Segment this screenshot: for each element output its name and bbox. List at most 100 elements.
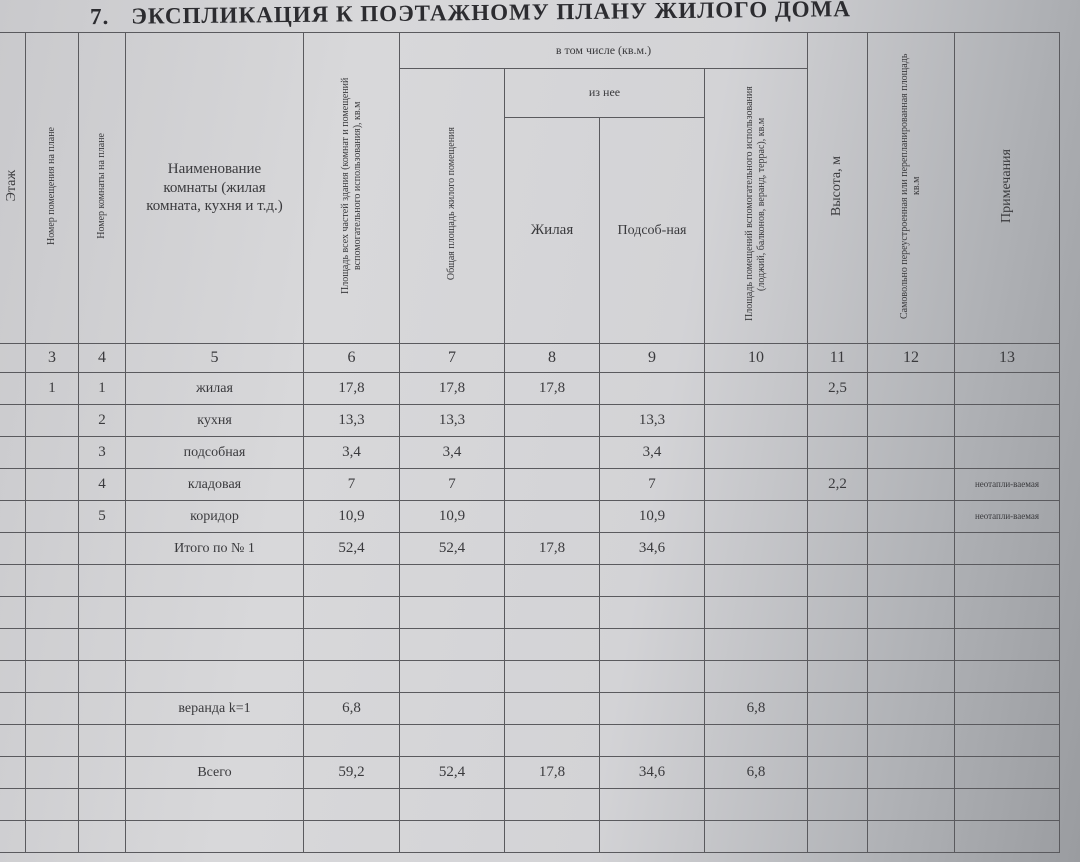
cell-floor xyxy=(0,788,26,821)
cell-area-all xyxy=(303,596,400,629)
header-premise-no: Номер помещения на плане xyxy=(25,32,79,344)
cell-area-all: 13,3 xyxy=(303,404,400,437)
cell-total-living-area xyxy=(399,628,505,661)
table-row xyxy=(0,628,1060,661)
cell-room-name: кладовая xyxy=(125,468,304,501)
cell-note xyxy=(954,628,1060,661)
cell-floor xyxy=(0,660,26,693)
cell-living-area xyxy=(504,820,600,853)
cell-auxiliary-area xyxy=(599,692,705,725)
cell-aux-use-area xyxy=(704,820,808,853)
cell-height xyxy=(807,788,868,821)
header-height: Высота, м xyxy=(807,32,868,344)
cell-room-no xyxy=(78,596,126,629)
cell-aux-use-area xyxy=(704,788,808,821)
cell-floor xyxy=(0,756,26,789)
cell-height: 2,2 xyxy=(807,468,868,501)
cell-note xyxy=(954,756,1060,789)
cell-aux-use-area xyxy=(704,468,808,501)
cell-unauthorized-area xyxy=(867,628,955,661)
cell-living-area xyxy=(504,436,600,469)
header-including: в том числе (кв.м.) xyxy=(399,32,808,69)
table-row: веранда k=1 6,8 6,8 xyxy=(0,692,1060,725)
cell-room-no: 5 xyxy=(78,500,126,533)
cell-room-no xyxy=(78,628,126,661)
cell-room-no xyxy=(78,692,126,725)
column-number: 5 xyxy=(125,343,304,373)
cell-unauthorized-area xyxy=(867,468,955,501)
cell-room-no: 4 xyxy=(78,468,126,501)
cell-note xyxy=(954,564,1060,597)
column-number: 6 xyxy=(303,343,400,373)
cell-unauthorized-area xyxy=(867,532,955,565)
cell-auxiliary-area xyxy=(599,372,705,405)
cell-note xyxy=(954,660,1060,693)
cell-living-area xyxy=(504,660,600,693)
column-number: 7 xyxy=(399,343,505,373)
table-row: Всего 59,2 52,4 17,8 34,6 6,8 xyxy=(0,756,1060,789)
cell-height: 2,5 xyxy=(807,372,868,405)
table-row: 4 кладовая 7 7 7 2,2 неотапли-ваемая xyxy=(0,468,1060,501)
cell-auxiliary-area xyxy=(599,788,705,821)
cell-auxiliary-area xyxy=(599,564,705,597)
cell-aux-use-area xyxy=(704,628,808,661)
cell-area-all xyxy=(303,724,400,757)
cell-note xyxy=(954,788,1060,821)
table-row xyxy=(0,660,1060,693)
cell-room-name xyxy=(125,564,304,597)
cell-height xyxy=(807,500,868,533)
cell-floor xyxy=(0,404,26,437)
cell-note xyxy=(954,404,1060,437)
cell-note xyxy=(954,692,1060,725)
cell-unauthorized-area xyxy=(867,564,955,597)
column-numbers-row: 3 4 5 6 7 8 9 10 11 12 13 xyxy=(0,343,1060,373)
cell-floor xyxy=(0,500,26,533)
cell-height xyxy=(807,660,868,693)
cell-total-living-area xyxy=(399,788,505,821)
cell-premise-no xyxy=(25,724,79,757)
cell-floor xyxy=(0,628,26,661)
column-number: 3 xyxy=(25,343,79,373)
cell-note xyxy=(954,436,1060,469)
cell-aux-use-area xyxy=(704,372,808,405)
cell-area-all: 10,9 xyxy=(303,500,400,533)
cell-floor xyxy=(0,692,26,725)
header-unauthorized: Самовольно переустроенная или перепланир… xyxy=(867,32,955,344)
cell-total-living-area: 52,4 xyxy=(399,756,505,789)
header-floor: Этаж xyxy=(0,32,26,344)
header-aux-use-area: Площадь помещений вспомогательного испол… xyxy=(704,68,808,344)
cell-room-no: 3 xyxy=(78,436,126,469)
cell-total-living-area: 52,4 xyxy=(399,532,505,565)
cell-area-all xyxy=(303,564,400,597)
column-number: 13 xyxy=(954,343,1060,373)
cell-area-all: 52,4 xyxy=(303,532,400,565)
table-row xyxy=(0,788,1060,821)
cell-room-name: жилая xyxy=(125,372,304,405)
cell-premise-no xyxy=(25,628,79,661)
header-of-which: из нее xyxy=(504,68,705,118)
cell-premise-no xyxy=(25,532,79,565)
cell-area-all: 3,4 xyxy=(303,436,400,469)
cell-area-all: 7 xyxy=(303,468,400,501)
cell-auxiliary-area xyxy=(599,724,705,757)
cell-auxiliary-area xyxy=(599,660,705,693)
cell-living-area xyxy=(504,596,600,629)
cell-aux-use-area xyxy=(704,500,808,533)
section-number: 7. xyxy=(89,3,110,30)
cell-floor xyxy=(0,468,26,501)
cell-total-living-area xyxy=(399,724,505,757)
cell-floor xyxy=(0,564,26,597)
cell-height xyxy=(807,820,868,853)
header-living: Жилая xyxy=(504,116,600,345)
cell-height xyxy=(807,564,868,597)
cell-auxiliary-area: 34,6 xyxy=(599,756,705,789)
cell-premise-no xyxy=(25,404,79,437)
cell-note xyxy=(954,724,1060,757)
cell-note xyxy=(954,596,1060,629)
cell-floor xyxy=(0,532,26,565)
cell-height xyxy=(807,436,868,469)
cell-total-living-area: 17,8 xyxy=(399,372,505,405)
header-auxiliary: Подсоб-ная xyxy=(599,116,705,345)
cell-living-area xyxy=(504,692,600,725)
cell-note: неотапли-ваемая xyxy=(954,500,1060,533)
